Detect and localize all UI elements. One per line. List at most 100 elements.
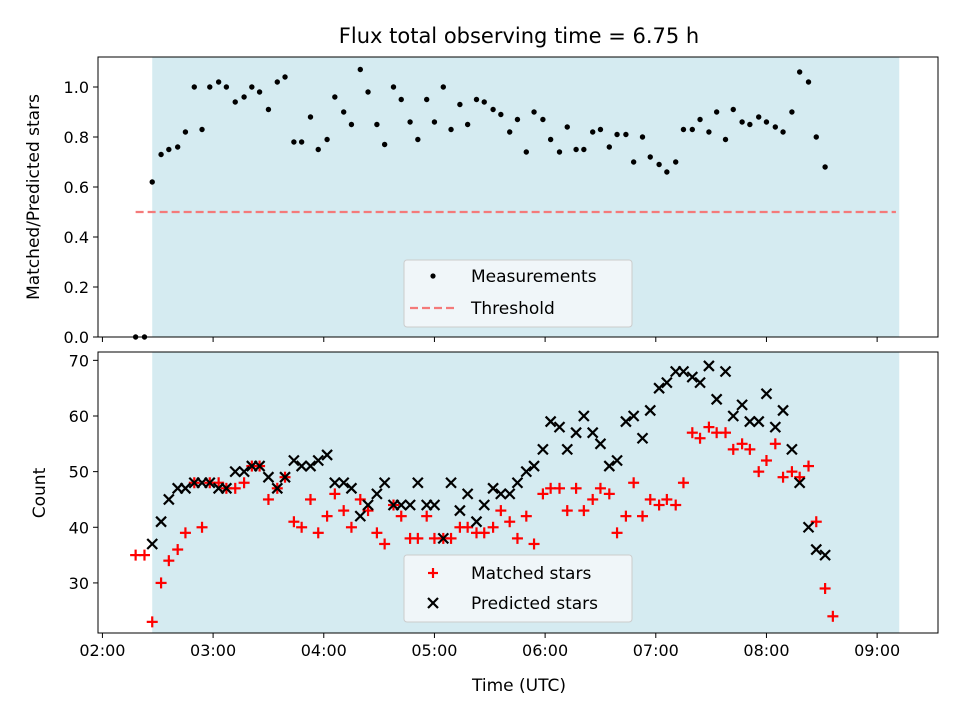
matched-star-point: [603, 488, 615, 500]
matched-star-point: [803, 460, 815, 472]
matched-stars-legend-marker: [428, 568, 438, 578]
measurement-point: [423, 96, 430, 103]
ratio-panel-frame: [97, 56, 939, 338]
measurement-point: [232, 99, 238, 105]
measurement-point: [664, 169, 670, 175]
measurement-point: [274, 79, 280, 85]
matched-star-point: [495, 505, 507, 517]
y-tick-label: 60: [69, 407, 89, 426]
measurement-point: [398, 96, 404, 103]
matched-star-point: [620, 510, 632, 522]
measurement-point: [315, 146, 321, 153]
matched-star-point: [570, 482, 582, 494]
matched-star-point: [163, 555, 175, 567]
measurement-point: [805, 79, 812, 85]
measurement-point: [481, 99, 487, 105]
measurement-point: [780, 129, 786, 135]
predicted-star-point: [594, 438, 607, 450]
predicted-star-point: [653, 382, 665, 394]
ratio-panel: 0.0 0.2 0.4 0.6 0.8 1.0 Matched/Predicted sta…: [24, 56, 939, 347]
measurement-point: [390, 84, 397, 90]
measurement-point: [415, 136, 421, 143]
measurement-point: [581, 146, 587, 153]
predicted-star-point: [412, 476, 424, 489]
predicted-star-point: [204, 476, 216, 489]
matched-star-point: [720, 427, 732, 439]
measurement-point: [340, 109, 347, 115]
measurement-point: [680, 126, 687, 133]
measurement-point: [265, 106, 272, 113]
measurement-point: [564, 124, 570, 130]
y-tick-label: 0.8: [64, 128, 89, 147]
matched-star-point: [686, 427, 698, 439]
predicted-star-point: [279, 471, 291, 483]
y-tick-label: 0.6: [64, 178, 89, 197]
measurement-point: [540, 116, 546, 123]
matched-star-point: [345, 521, 357, 533]
ratio-panel-ticks: 0.0 0.2 0.4 0.6 0.8 1.0: [64, 78, 878, 347]
matched-star-point: [819, 582, 831, 594]
measurement-point: [298, 139, 305, 145]
measurement-point: [813, 134, 819, 140]
matched-star-point: [677, 477, 689, 489]
predicted-star-point: [703, 360, 715, 372]
y-tick-label: 0.2: [64, 278, 89, 297]
predicted-star-point: [611, 454, 623, 467]
measurement-point: [407, 119, 413, 125]
x-tick-label: 08:00: [743, 641, 789, 660]
matched-stars-legend-label: Matched stars: [471, 564, 591, 584]
predicted-star-point: [487, 482, 499, 495]
matched-star-point: [578, 505, 590, 517]
ratio-legend-box: [403, 259, 633, 328]
x-tick-label: 03:00: [190, 641, 236, 660]
measurement-point: [448, 126, 454, 133]
predicted-star-point: [378, 476, 391, 489]
predicted-star-point: [586, 426, 599, 439]
matched-star-point: [537, 488, 549, 500]
matched-star-point: [644, 493, 656, 505]
count-y-axis-label: Count: [30, 467, 50, 518]
matched-star-point: [155, 577, 167, 589]
x-tick-label: 06:00: [522, 641, 568, 660]
measurement-point: [697, 116, 703, 123]
predicted-star-point: [253, 460, 266, 472]
measurement-point: [747, 121, 753, 128]
measurement-point: [772, 124, 779, 130]
matched-star-point: [736, 438, 748, 450]
predicted-star-point: [769, 421, 782, 433]
predicted-star-point: [470, 515, 483, 528]
predicted-star-point: [295, 460, 308, 472]
matched-star-point: [653, 499, 665, 511]
predicted-star-point: [677, 365, 690, 378]
matched-star-point: [172, 544, 184, 556]
predicted-star-point: [321, 449, 333, 461]
measurements-legend-label: Measurements: [471, 267, 597, 287]
measurement-point: [656, 161, 662, 168]
matched-star-point: [395, 510, 407, 522]
predicted-star-point: [710, 393, 723, 406]
matched-star-point: [561, 505, 573, 517]
measurement-point: [490, 106, 496, 113]
measurement-point: [473, 96, 480, 103]
matched-star-point: [138, 549, 150, 561]
matched-star-point: [594, 482, 606, 494]
y-tick-label: 1.0: [64, 78, 89, 97]
matched-star-point: [528, 538, 540, 550]
predicted-star-point: [578, 410, 590, 422]
predicted-star-point: [528, 460, 540, 472]
x-tick-label: 09:00: [854, 641, 900, 660]
matched-star-point: [462, 521, 474, 533]
predicted-star-point: [520, 465, 533, 478]
matched-star-point: [371, 527, 383, 539]
predicted-star-point: [312, 454, 325, 467]
measurement-points: [132, 66, 828, 340]
measurement-point: [199, 126, 205, 133]
matched-star-point: [229, 482, 241, 494]
measurement-point: [457, 101, 463, 108]
predicted-star-point: [819, 549, 831, 561]
predicted-star-point: [686, 371, 699, 383]
matched-star-point: [196, 521, 208, 533]
count-panel-frame: [97, 351, 939, 634]
chart-title: Flux total observing time = 6.75 h: [339, 24, 699, 48]
matched-star-point: [628, 477, 640, 489]
